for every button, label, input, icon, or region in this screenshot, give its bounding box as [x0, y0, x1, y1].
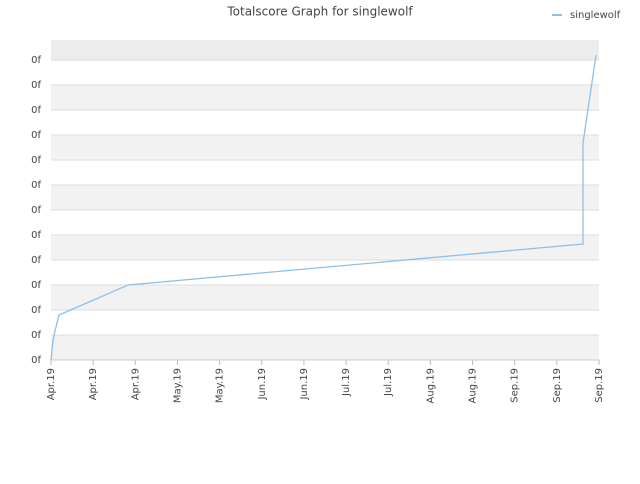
series-line	[50, 54, 597, 361]
y-tick-label: 0f	[31, 155, 41, 166]
grid-band	[51, 335, 599, 360]
x-tick-label: Sep.19	[552, 368, 563, 403]
y-tick-label: 0f	[31, 180, 41, 191]
y-tick-label: 0f	[31, 80, 41, 91]
x-tick-label: Aug.19	[425, 368, 436, 403]
y-tick-label: 0f	[31, 230, 41, 241]
x-tick-label: Apr.19	[88, 368, 99, 400]
y-tick-label: 0f	[31, 305, 41, 316]
grid-band	[51, 235, 599, 260]
x-tick-label: May.19	[215, 368, 226, 403]
grid-band	[51, 185, 599, 210]
y-tick-label: 0f	[31, 55, 41, 66]
x-tick-label: Jun.19	[257, 368, 268, 401]
y-tick-label: 0f	[31, 355, 41, 366]
grid-band	[51, 135, 599, 160]
y-tick-label: 0f	[31, 105, 41, 116]
x-tick-label: Sep.19	[510, 368, 521, 403]
y-tick-label: 0f	[31, 255, 41, 266]
x-tick-label: Jun.19	[299, 368, 310, 401]
x-tick-label: Apr.19	[130, 368, 141, 400]
x-tick-label: Jul.19	[341, 368, 352, 397]
y-tick-label: 0f	[31, 330, 41, 341]
x-tick-label: Sep.19	[594, 368, 605, 403]
y-tick-label: 0f	[31, 280, 41, 291]
legend-label: singlewolf	[570, 10, 621, 21]
chart-title: Totalscore Graph for singlewolf	[226, 5, 413, 19]
grid-band	[51, 85, 599, 110]
x-tick-label: Apr.19	[46, 368, 57, 400]
y-tick-label: 0f	[31, 205, 41, 216]
x-tick-label: May.19	[172, 368, 183, 403]
y-tick-label: 0f	[31, 130, 41, 141]
x-tick-label: Jul.19	[383, 368, 394, 397]
grid-band	[51, 285, 599, 310]
x-tick-label: Aug.19	[468, 368, 479, 403]
grid-band	[51, 40, 599, 60]
